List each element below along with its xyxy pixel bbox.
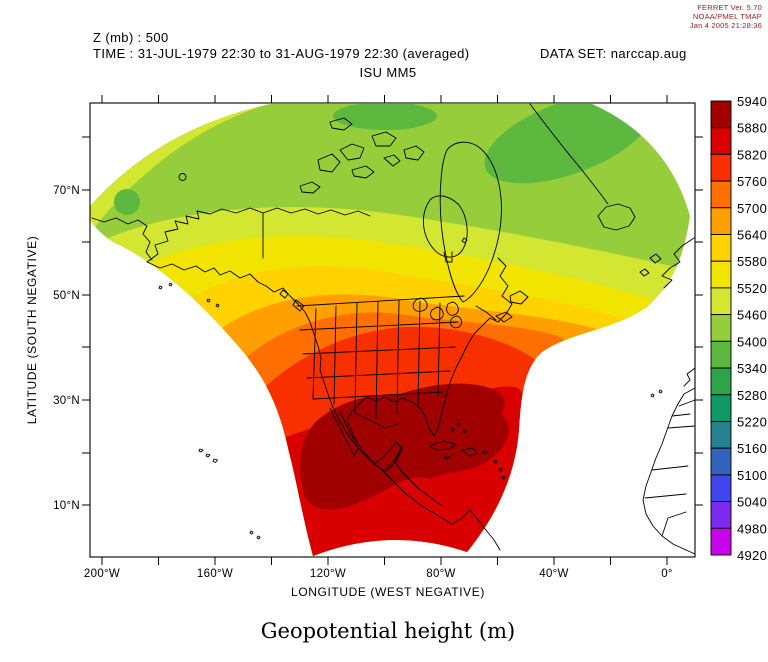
y-tick-70n: 70°N [53,185,80,197]
colorbar-cell-5040-5100 [710,474,732,503]
greenland-outline [439,103,609,303]
contour-band-5880-5940 [300,383,509,510]
colorbar-cell-5280-5340 [710,367,732,396]
colorbar-label-5940: 5940 [737,94,767,109]
y-axis-ticks [82,136,703,506]
date-stamp: Jan 4 2005 21:28:36 [690,21,762,30]
y-tick-10n: 10°N [53,500,80,512]
x-tick-0: 0° [661,568,673,580]
colorbar-cell-5520-5580 [710,260,732,289]
colorbar-cell-5160-5220 [710,421,732,449]
plot-frame [89,102,696,558]
arctic-coastline [91,207,371,263]
colorbar-label-5400: 5400 [737,334,767,349]
colorbar-cell-5460-5520 [710,287,732,316]
colorbar-label-5340: 5340 [737,361,767,376]
colorbar-label-5160: 5160 [737,441,767,456]
dataset-line: DATA SET: narccap.aug [540,46,687,61]
contour-patch-5340-5400-left [114,189,140,215]
y-tick-30n: 30°N [53,395,80,407]
colorbar-cell-5640-5700 [710,207,732,235]
colorbar-label-5760: 5760 [737,174,767,189]
x-tick-160w: 160°W [197,568,233,580]
x-axis-ticks [101,95,668,565]
plot-title: ISU MM5 [360,65,417,80]
pacific-coastline [146,261,501,551]
colorbar-cell-5400-5460 [710,314,732,342]
colorbar-label-5640: 5640 [737,228,767,243]
hudson-bay-outline [423,195,468,263]
time-line: TIME : 31-JUL-1979 22:30 to 31-AUG-1979 … [93,46,470,61]
colorbar: 5940 5880 5820 5760 5700 5640 5580 5520 … [710,94,767,563]
colorbar-label-5880: 5880 [737,121,767,136]
colorbar-label-4920: 4920 [737,548,767,563]
arctic-islands-outline [178,117,425,194]
iceland-outline [597,203,636,231]
colorbar-cell-5700-5760 [710,180,732,209]
colorbar-cell-5220-5280 [710,394,732,422]
colorbar-cell-5760-5820 [710,153,732,182]
colorbar-label-5280: 5280 [737,388,767,403]
colorbar-cell-4980-5040 [710,501,732,529]
africa-coastline [642,367,696,555]
atlantic-coastline [346,257,513,507]
x-tick-80w: 80°W [426,568,455,580]
northeast-coast-fragments [639,237,695,289]
y-tick-50n: 50°N [53,290,80,302]
colorbar-cell-4920-4980 [710,527,732,556]
colorbar-label-5700: 5700 [737,201,767,216]
y-axis: 70°N 50°N 30°N 10°N LATITUDE (SOUTH NEGA… [25,185,80,512]
contour-patch-5340-5400-right [484,104,652,184]
y-axis-label: LATITUDE (SOUTH NEGATIVE) [25,236,39,425]
maritime-islands-outline [279,289,529,323]
state-borders [296,295,465,429]
colorbar-label-4980: 4980 [737,521,767,536]
contour-patch-5340-5400-top [333,104,437,130]
colorbar-label-5820: 5820 [737,147,767,162]
colorbar-label-5100: 5100 [737,468,767,483]
caribbean-islands-outline [429,422,506,480]
level-line: Z (mb) : 500 [93,30,169,45]
x-tick-120w: 120°W [310,568,346,580]
colorbar-cell-5580-5640 [710,234,732,262]
x-tick-40w: 40°W [539,568,568,580]
coastlines [91,103,696,555]
colorbar-label-5460: 5460 [737,308,767,323]
x-tick-200w: 200°W [84,568,120,580]
colorbar-cell-5880-5940 [710,100,732,129]
ferret-version-stamp: FERRET Ver. 5.70 [697,3,762,12]
colorbar-cell-5820-5880 [710,127,732,155]
x-axis-label: LONGITUDE (WEST NEGATIVE) [291,585,485,599]
hawaii-islands [158,282,261,540]
colorbar-cell-5100-5160 [710,447,732,476]
colorbar-title: Geopotential height (m) [261,619,515,643]
x-axis: 200°W 160°W 120°W 80°W 40°W 0° LONGITUDE… [84,568,673,599]
colorbar-label-5220: 5220 [737,415,767,430]
colorbar-label-5580: 5580 [737,254,767,269]
colorbar-label-5520: 5520 [737,281,767,296]
noaa-pmel-stamp: NOAA/PMEL TMAP [693,12,762,21]
colorbar-cell-5340-5400 [710,340,732,369]
colorbar-label-5040: 5040 [737,495,767,510]
